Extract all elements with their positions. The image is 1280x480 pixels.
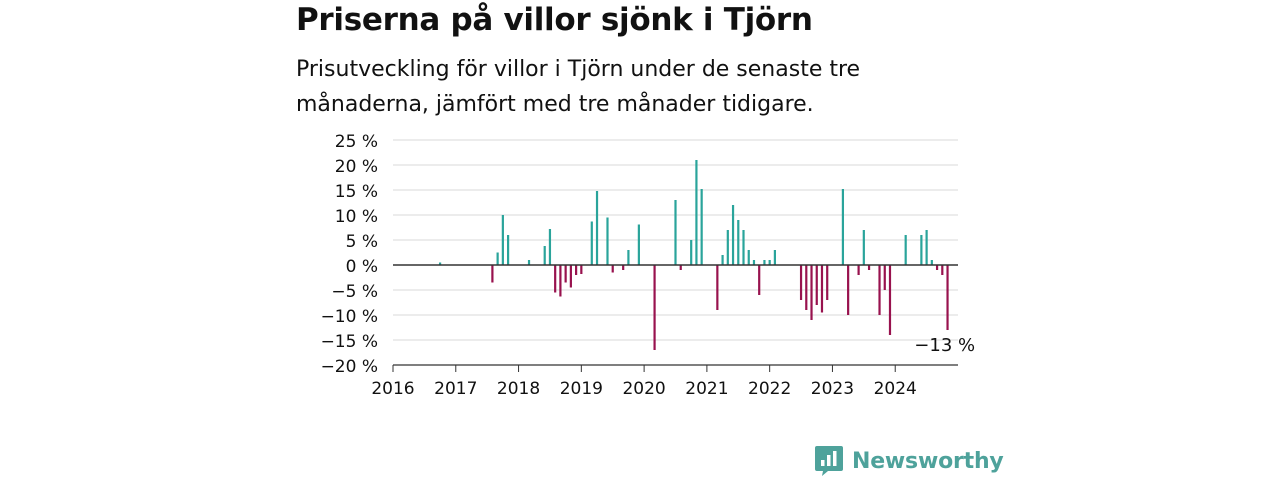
bar (527, 260, 531, 265)
bar (731, 205, 735, 265)
newsworthy-logo-icon (815, 446, 843, 476)
bar (653, 265, 656, 350)
bar (501, 215, 504, 265)
bar (580, 265, 583, 274)
y-tick-label: 20 % (335, 157, 378, 177)
y-tick-label: −10 % (321, 307, 378, 327)
x-tick-label: 2016 (371, 379, 414, 399)
y-tick-label: 15 % (335, 182, 378, 202)
x-tick-label: 2022 (748, 379, 791, 399)
bar (679, 265, 682, 270)
bar (773, 250, 776, 265)
x-tick-label: 2020 (622, 379, 665, 399)
bar (564, 265, 567, 283)
axes (392, 264, 958, 372)
x-tick-label: 2023 (811, 379, 854, 399)
bar (438, 262, 442, 265)
bar (548, 229, 552, 265)
bar (826, 265, 829, 300)
chart-subtitle: Prisutveckling för villor i Tjörn under … (296, 57, 861, 117)
last-value-label: −13 % (914, 335, 975, 356)
bar (888, 265, 892, 335)
bar (674, 200, 677, 265)
bar (695, 160, 698, 265)
bar (752, 260, 756, 265)
bar (930, 260, 933, 265)
bar (721, 255, 724, 265)
bar (847, 265, 850, 315)
bar (810, 265, 813, 320)
bar (590, 221, 593, 265)
bar (815, 265, 818, 305)
bar (491, 265, 494, 283)
bar (595, 191, 599, 265)
x-tick-label: 2021 (685, 379, 728, 399)
y-axis-tick-labels: 25 % 20 % 15 % 10 % 5 % 0 % −5 % −10 % −15 % −20 … (321, 132, 378, 377)
y-tick-label: 25 % (335, 132, 378, 152)
bar (799, 265, 803, 300)
bar (925, 230, 928, 265)
bar (763, 260, 766, 265)
bar (920, 235, 923, 265)
bar (878, 265, 881, 315)
bar (820, 265, 824, 313)
bar (606, 217, 609, 265)
bar (716, 265, 719, 310)
x-tick-label: 2019 (560, 379, 603, 399)
bar (862, 230, 865, 265)
brand-name: Newsworthy (852, 448, 1004, 474)
y-tick-label: 0 % (346, 257, 378, 277)
bar (611, 265, 614, 273)
bar (758, 265, 761, 295)
bar (637, 224, 640, 265)
bar (742, 230, 745, 265)
bar (935, 265, 939, 270)
annotations: −13 % (914, 335, 975, 356)
y-tick-label: 10 % (335, 207, 378, 227)
bar (904, 235, 907, 265)
bar (554, 265, 557, 293)
bar (506, 235, 510, 265)
x-tick-label: 2024 (874, 379, 917, 399)
bar (496, 252, 499, 265)
bar (627, 250, 630, 265)
bar (569, 265, 572, 288)
x-tick-label: 2017 (434, 379, 477, 399)
bar (841, 189, 845, 265)
y-tick-label: 5 % (346, 232, 378, 252)
bar (941, 265, 944, 275)
bar (737, 220, 740, 265)
bar (747, 250, 750, 265)
bar (690, 240, 693, 265)
bar (883, 265, 886, 290)
bars (438, 160, 949, 350)
bar (543, 246, 546, 265)
y-tick-label: −20 % (321, 357, 378, 377)
y-tick-label: −15 % (321, 332, 378, 352)
bar (700, 189, 703, 265)
bar-chart: 25 % 20 % 15 % 10 % 5 % 0 % −5 % −10 % −15 % −20 … (321, 132, 976, 399)
newsworthy-brand: Newsworthy (814, 445, 1004, 477)
bar (805, 265, 808, 310)
bar (768, 260, 771, 265)
y-tick-label: −5 % (331, 282, 378, 302)
bar (946, 265, 949, 330)
bar (857, 265, 860, 275)
bar (559, 265, 562, 297)
x-tick-label: 2018 (497, 379, 540, 399)
bar (726, 230, 729, 265)
x-axis-tick-labels: 2016 2017 2018 2019 2020 2021 2022 2023 2024 (371, 379, 916, 399)
chart-title: Priserna på villor sjönk i Tjörn (296, 2, 813, 38)
bar (575, 265, 578, 275)
bar (622, 265, 625, 270)
bar (867, 265, 871, 270)
